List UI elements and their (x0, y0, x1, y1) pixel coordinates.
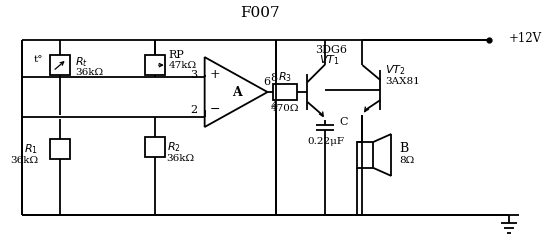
Bar (273, 84, 298, 100)
Text: 36kΩ: 36kΩ (167, 154, 195, 163)
Text: 36kΩ: 36kΩ (10, 157, 38, 165)
Text: +: + (210, 68, 220, 81)
Text: 6: 6 (263, 77, 271, 87)
Text: 470Ω: 470Ω (271, 104, 299, 112)
Bar (50, 55, 70, 75)
Text: 8: 8 (271, 73, 278, 83)
Text: $R_t$: $R_t$ (75, 55, 88, 69)
Text: $VT_2$: $VT_2$ (386, 63, 406, 77)
Text: $R_2$: $R_2$ (167, 140, 180, 154)
Text: 2: 2 (190, 105, 197, 114)
Text: +12V: +12V (509, 32, 542, 45)
Text: F007: F007 (240, 6, 279, 20)
Text: C: C (339, 117, 348, 126)
Text: B: B (399, 142, 409, 156)
Text: −: − (210, 103, 220, 116)
Bar (145, 55, 164, 75)
Bar (145, 137, 164, 157)
Text: RP: RP (169, 50, 184, 60)
Text: A: A (232, 86, 241, 98)
Text: $R_3$: $R_3$ (278, 70, 292, 84)
Text: 0.22μF: 0.22μF (307, 137, 344, 147)
Text: 4: 4 (271, 101, 278, 111)
Bar (358, 142, 373, 168)
Text: 3: 3 (190, 70, 197, 80)
Text: 36kΩ: 36kΩ (75, 68, 103, 77)
Text: $VT_1$: $VT_1$ (320, 53, 340, 67)
Text: 3DG6: 3DG6 (316, 45, 348, 55)
Text: 3AX81: 3AX81 (386, 77, 420, 86)
Text: t°: t° (34, 55, 43, 64)
Text: 47kΩ: 47kΩ (169, 61, 197, 70)
Text: $R_1$: $R_1$ (24, 142, 38, 156)
Bar (50, 139, 70, 159)
Text: 8Ω: 8Ω (399, 157, 415, 165)
